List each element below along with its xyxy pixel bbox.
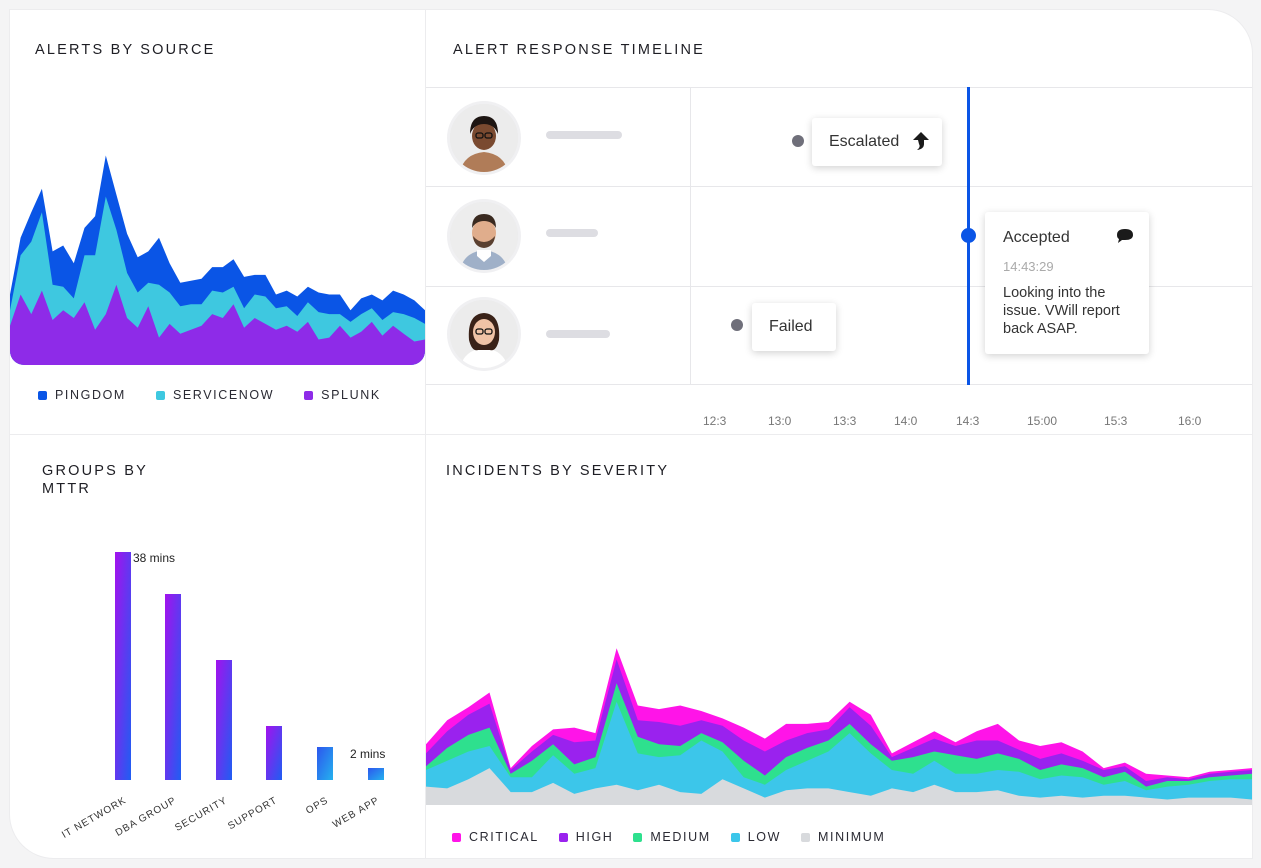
event-marker[interactable] [731,319,743,331]
avatar[interactable] [450,104,518,172]
timeline-row-line [426,286,1252,287]
event-time: 14:43:29 [1003,259,1054,274]
avatar[interactable] [450,202,518,270]
mttr-title-line1: GROUPS BY [42,463,149,479]
legend-item-pingdom[interactable]: PINGDOM [38,388,126,402]
alerts-by-source-title: ALERTS BY SOURCE [35,42,216,58]
high-swatch [558,832,568,842]
bar-web-app[interactable] [368,768,384,780]
tick-label: 14:3 [956,414,980,428]
alerts-by-source-panel: ALERTS BY SOURCE PINGDOM SERVICENOW SPLU… [10,10,425,434]
bar-dba-group[interactable] [165,594,181,780]
severity-title: INCIDENTS BY SEVERITY [446,463,670,479]
groups-by-mttr-panel: GROUPS BY MTTR 38 mins IT NETWORK DBA GROU… [10,435,425,858]
severity-legend: CRITICAL HIGH MEDIUM LOW MINIMUM [452,830,905,844]
pingdom-swatch [38,390,47,400]
avatar-man-beard-icon [450,202,518,270]
event-message: Looking into the issue. VWill report bac… [1003,285,1120,337]
avatar[interactable] [450,300,518,368]
event-failed-card[interactable]: Failed [752,303,836,351]
bar-security[interactable] [216,660,232,780]
comment-icon [1117,229,1133,243]
medium-swatch [633,832,643,842]
event-escalated-card[interactable]: Escalated [812,118,942,166]
tick-label: 13:3 [833,414,857,428]
series-area-low[interactable] [426,701,1252,805]
low-swatch [730,832,740,842]
avatar-woman-glasses-icon [450,300,518,368]
alerts-legend: PINGDOM SERVICENOW SPLUNK [38,388,411,402]
incidents-by-severity-panel: INCIDENTS BY SEVERITY CRITICAL HIGH MEDI… [426,435,1252,858]
mttr-title-line2: MTTR [42,481,92,497]
legend-label: CRITICAL [469,830,539,844]
tick-label: 15:3 [1104,414,1128,428]
category-label: WEB APP [331,795,382,831]
legend-item-low[interactable]: LOW [730,830,781,844]
bar-it-network[interactable] [115,552,131,780]
arrow-up-icon [913,132,929,150]
tick-label: 12:3 [703,414,727,428]
legend-item-servicenow[interactable]: SERVICENOW [155,388,275,402]
name-placeholder [546,229,598,237]
timeline-title: ALERT RESPONSE TIMELINE [453,42,706,58]
legend-label: MINIMUM [818,830,886,844]
event-label: Failed [769,318,813,335]
current-event-marker[interactable] [961,228,976,243]
legend-label: LOW [747,830,781,844]
legend-label: PINGDOM [55,388,126,402]
splunk-swatch [304,390,314,400]
dashboard-card: ALERTS BY SOURCE PINGDOM SERVICENOW SPLU… [10,10,1252,858]
incidents-by-severity-chart [426,648,1252,805]
alert-response-timeline-panel: ALERT RESPONSE TIMELINE [426,10,1252,434]
legend-item-minimum[interactable]: MINIMUM [801,830,885,844]
name-placeholder [546,330,610,338]
event-marker[interactable] [792,135,804,147]
category-label: SECURITY [173,795,229,834]
event-accepted-card[interactable]: Accepted 14:43:29 Looking into the issue… [985,212,1149,354]
series-area-splunk[interactable] [10,284,425,365]
legend-item-medium[interactable]: MEDIUM [633,830,710,844]
horizontal-divider [10,434,1252,435]
timeline-row-line [426,384,1252,385]
legend-label: MEDIUM [650,830,711,844]
event-label: Escalated [829,133,900,150]
timeline-row-line [426,186,1252,187]
legend-label: SPLUNK [321,388,381,402]
avatar-woman-curly-icon [450,104,518,172]
alerts-by-source-chart [10,155,425,365]
tick-label: 14:0 [894,414,918,428]
minimum-swatch [801,832,810,842]
legend-label: SERVICENOW [172,388,275,402]
legend-item-splunk[interactable]: SPLUNK [304,388,381,402]
timeline-column-line [690,87,691,385]
legend-item-high[interactable]: HIGH [558,830,614,844]
tick-label: 15:00 [1027,414,1058,428]
series-area-minimum[interactable] [426,768,1252,805]
bar-support[interactable] [266,726,282,780]
tick-label: 13:0 [768,414,792,428]
name-placeholder [546,131,622,139]
event-label: Accepted [1003,229,1070,246]
legend-item-critical[interactable]: CRITICAL [452,830,539,844]
bar-value-label: 2 mins [350,747,385,761]
tick-label: 16:0 [1178,414,1202,428]
bar-ops[interactable] [317,747,333,780]
category-label: OPS [304,795,330,817]
servicenow-swatch [155,390,165,400]
category-label: SUPPORT [226,795,279,832]
bar-value-label: 38 mins [133,551,175,565]
timeline-row-line [426,87,1252,88]
legend-label: HIGH [575,830,614,844]
critical-swatch [452,832,461,842]
